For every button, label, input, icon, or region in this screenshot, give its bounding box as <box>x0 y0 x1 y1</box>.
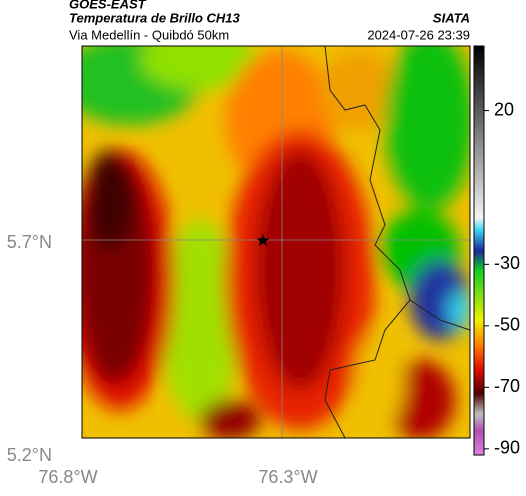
lat-label: 5.7°N <box>7 232 52 252</box>
satellite: GOES-EAST <box>69 0 147 11</box>
colorbar <box>473 45 485 456</box>
lon-label: 76.8°W <box>38 467 97 487</box>
lon-label: 76.3°W <box>258 467 317 487</box>
route: Via Medellín - Quibdó 50km <box>69 27 229 42</box>
location-star <box>256 234 270 246</box>
source: SIATA <box>433 10 470 25</box>
colorbar-tick-label: -70 <box>494 376 520 396</box>
border <box>409 299 470 331</box>
map-frame <box>81 45 471 439</box>
product: Temperatura de Brillo CH13 <box>69 10 241 25</box>
lat-label: 5.2°N <box>7 445 52 465</box>
colorbar-tick-label: -50 <box>494 315 520 335</box>
temperature-field <box>82 46 470 438</box>
colorbar-tick-label: 20 <box>494 99 514 119</box>
colorbar-tick-label: -90 <box>494 438 520 458</box>
border <box>324 46 411 438</box>
timestamp: 2024-07-26 23:39 <box>367 27 470 42</box>
colorbar-tick-label: -30 <box>494 253 520 273</box>
